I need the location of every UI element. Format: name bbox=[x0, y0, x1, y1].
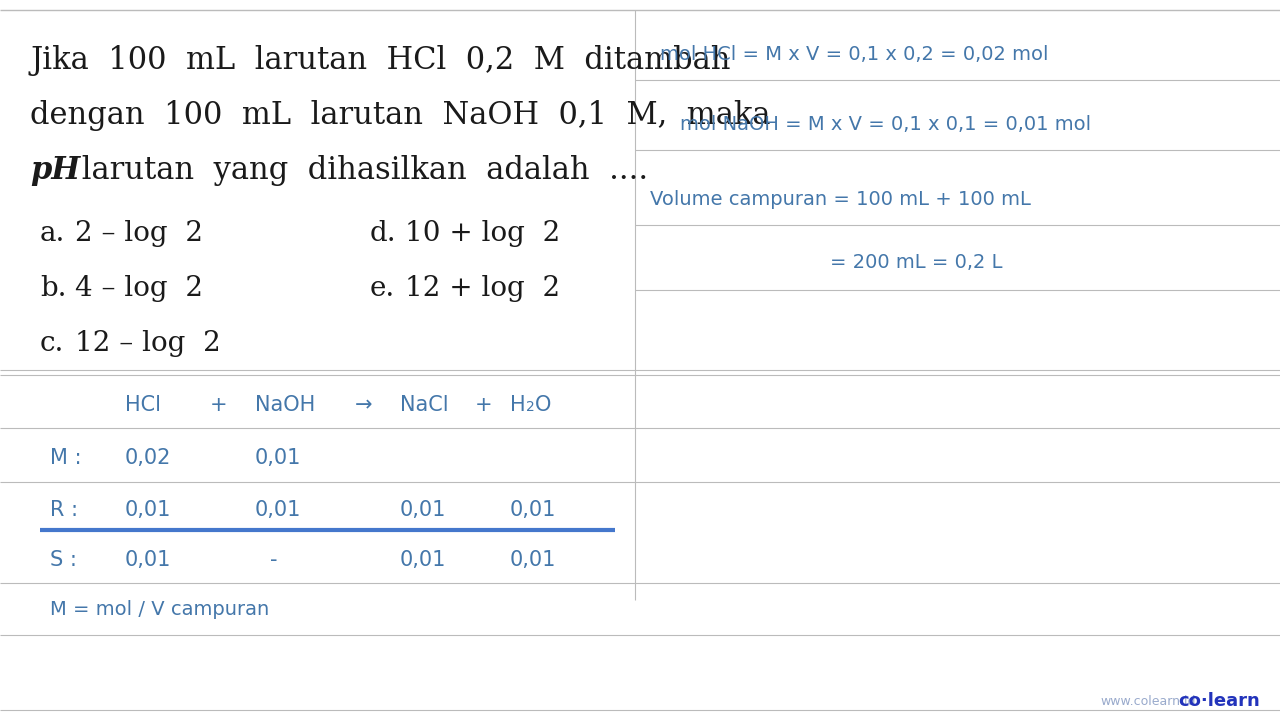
Text: H: H bbox=[509, 395, 526, 415]
Text: Volume campuran = 100 mL + 100 mL: Volume campuran = 100 mL + 100 mL bbox=[650, 190, 1030, 209]
Text: mol HCl = M x V = 0,1 x 0,2 = 0,02 mol: mol HCl = M x V = 0,1 x 0,2 = 0,02 mol bbox=[660, 45, 1048, 64]
Text: HCl: HCl bbox=[125, 395, 161, 415]
Text: 0,01: 0,01 bbox=[255, 500, 301, 520]
Text: M :: M : bbox=[50, 448, 82, 468]
Text: 4 – log  2: 4 – log 2 bbox=[76, 275, 204, 302]
Text: d.: d. bbox=[370, 220, 397, 247]
Text: NaCl: NaCl bbox=[399, 395, 448, 415]
Text: 2 – log  2: 2 – log 2 bbox=[76, 220, 204, 247]
Text: c.: c. bbox=[40, 330, 64, 357]
Text: 0,01: 0,01 bbox=[509, 500, 557, 520]
Text: co·learn: co·learn bbox=[1178, 692, 1260, 710]
Text: →: → bbox=[355, 395, 372, 415]
Text: 0,01: 0,01 bbox=[125, 500, 172, 520]
Text: dengan  100  mL  larutan  NaOH  0,1  M,  maka: dengan 100 mL larutan NaOH 0,1 M, maka bbox=[29, 100, 771, 131]
Text: a.: a. bbox=[40, 220, 65, 247]
Text: mol NaOH = M x V = 0,1 x 0,1 = 0,01 mol: mol NaOH = M x V = 0,1 x 0,1 = 0,01 mol bbox=[680, 115, 1091, 134]
Text: e.: e. bbox=[370, 275, 396, 302]
Text: S :: S : bbox=[50, 550, 77, 570]
Text: O: O bbox=[535, 395, 552, 415]
Text: www.colearn.id: www.colearn.id bbox=[1100, 695, 1196, 708]
Text: 0,01: 0,01 bbox=[399, 500, 447, 520]
Text: larutan  yang  dihasilkan  adalah  ....: larutan yang dihasilkan adalah .... bbox=[72, 155, 648, 186]
Text: M = mol / V campuran: M = mol / V campuran bbox=[50, 600, 269, 619]
Text: b.: b. bbox=[40, 275, 67, 302]
Text: Jika  100  mL  larutan  HCl  0,2  M  ditambah: Jika 100 mL larutan HCl 0,2 M ditambah bbox=[29, 45, 731, 76]
Text: = 200 mL = 0,2 L: = 200 mL = 0,2 L bbox=[829, 253, 1002, 272]
Text: +: + bbox=[210, 395, 228, 415]
Text: R :: R : bbox=[50, 500, 78, 520]
Text: 10 + log  2: 10 + log 2 bbox=[404, 220, 561, 247]
Text: +: + bbox=[475, 395, 493, 415]
Text: 0,01: 0,01 bbox=[255, 448, 301, 468]
Text: 12 – log  2: 12 – log 2 bbox=[76, 330, 220, 357]
Text: 2: 2 bbox=[526, 400, 535, 414]
Text: pH: pH bbox=[29, 155, 81, 186]
Text: 0,02: 0,02 bbox=[125, 448, 172, 468]
Text: NaOH: NaOH bbox=[255, 395, 315, 415]
Text: 0,01: 0,01 bbox=[125, 550, 172, 570]
Text: -: - bbox=[270, 550, 278, 570]
Text: 12 + log  2: 12 + log 2 bbox=[404, 275, 561, 302]
Text: 0,01: 0,01 bbox=[399, 550, 447, 570]
Text: 0,01: 0,01 bbox=[509, 550, 557, 570]
